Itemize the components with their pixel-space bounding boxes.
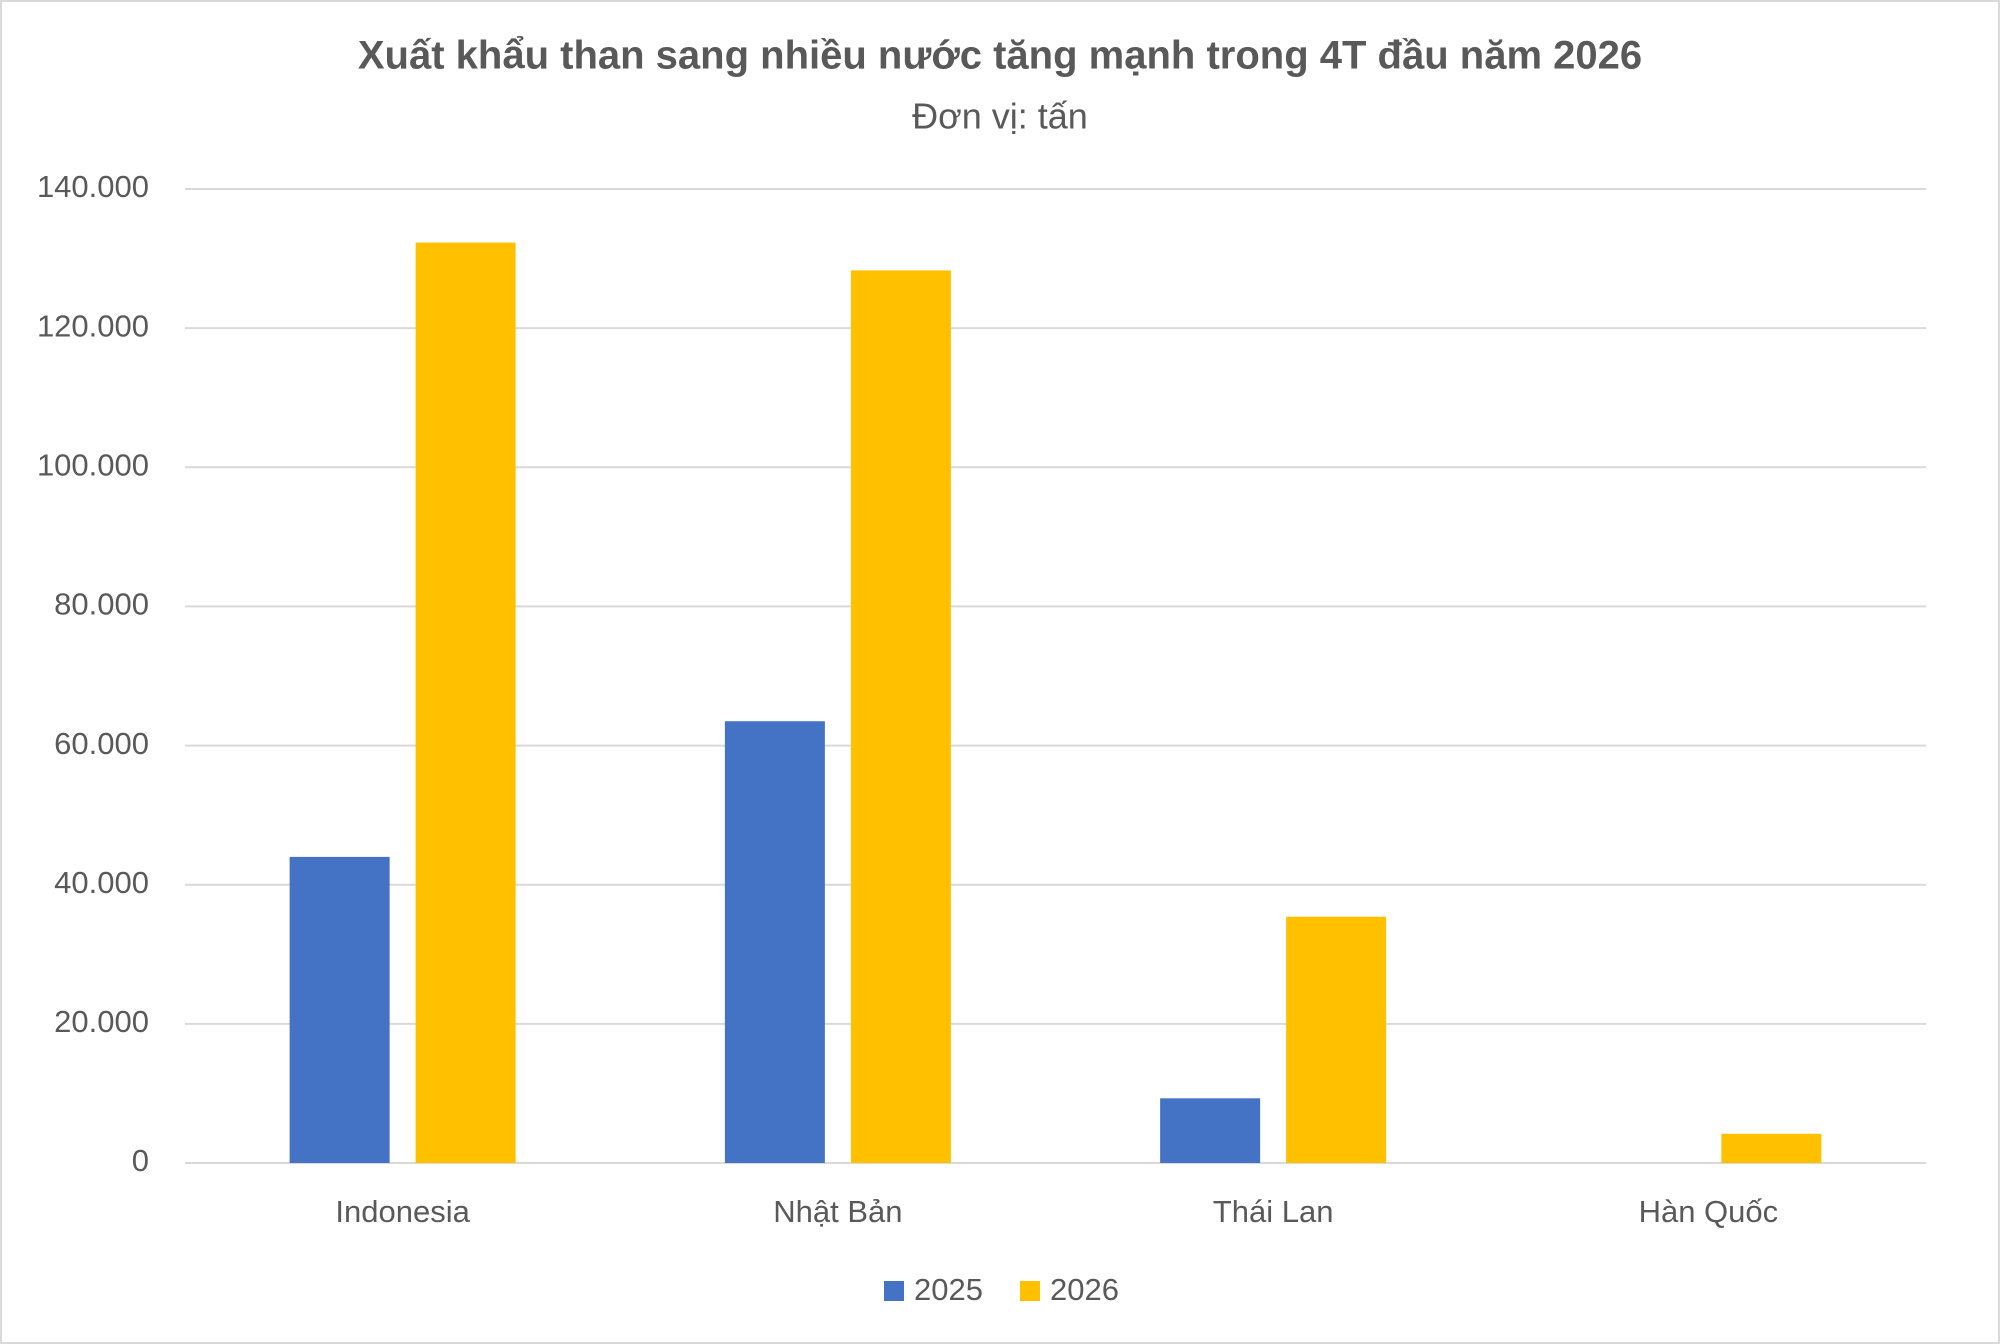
bar: [415, 242, 516, 1163]
x-tick-label: Hàn Quốc: [1639, 1194, 1779, 1229]
bar: [850, 270, 951, 1163]
x-tick-label: Nhật Bản: [773, 1194, 902, 1229]
chart-subtitle: Đơn vị: tấn: [912, 96, 1088, 137]
chart-title: Xuất khẩu than sang nhiều nước tăng mạnh…: [358, 34, 1642, 78]
legend-label: 2026: [1050, 1272, 1119, 1307]
y-tick-label: 60.000: [54, 726, 149, 761]
y-tick-label: 120.000: [37, 308, 149, 343]
y-tick-label: 80.000: [54, 587, 149, 622]
bar: [1286, 916, 1387, 1163]
y-tick-label: 100.000: [37, 447, 149, 482]
y-tick-label: 0: [132, 1143, 149, 1178]
x-tick-label: Thái Lan: [1213, 1194, 1334, 1229]
x-tick-label: Indonesia: [335, 1194, 470, 1229]
y-tick-label: 40.000: [54, 865, 149, 900]
legend-label: 2025: [914, 1272, 983, 1307]
bar: [1721, 1133, 1822, 1163]
bar: [724, 721, 825, 1163]
bar: [1160, 1098, 1261, 1163]
legend-swatch: [1020, 1281, 1040, 1301]
legend-swatch: [884, 1281, 904, 1301]
y-tick-label: 20.000: [54, 1004, 149, 1039]
bar: [289, 856, 390, 1163]
y-tick-label: 140.000: [37, 169, 149, 204]
